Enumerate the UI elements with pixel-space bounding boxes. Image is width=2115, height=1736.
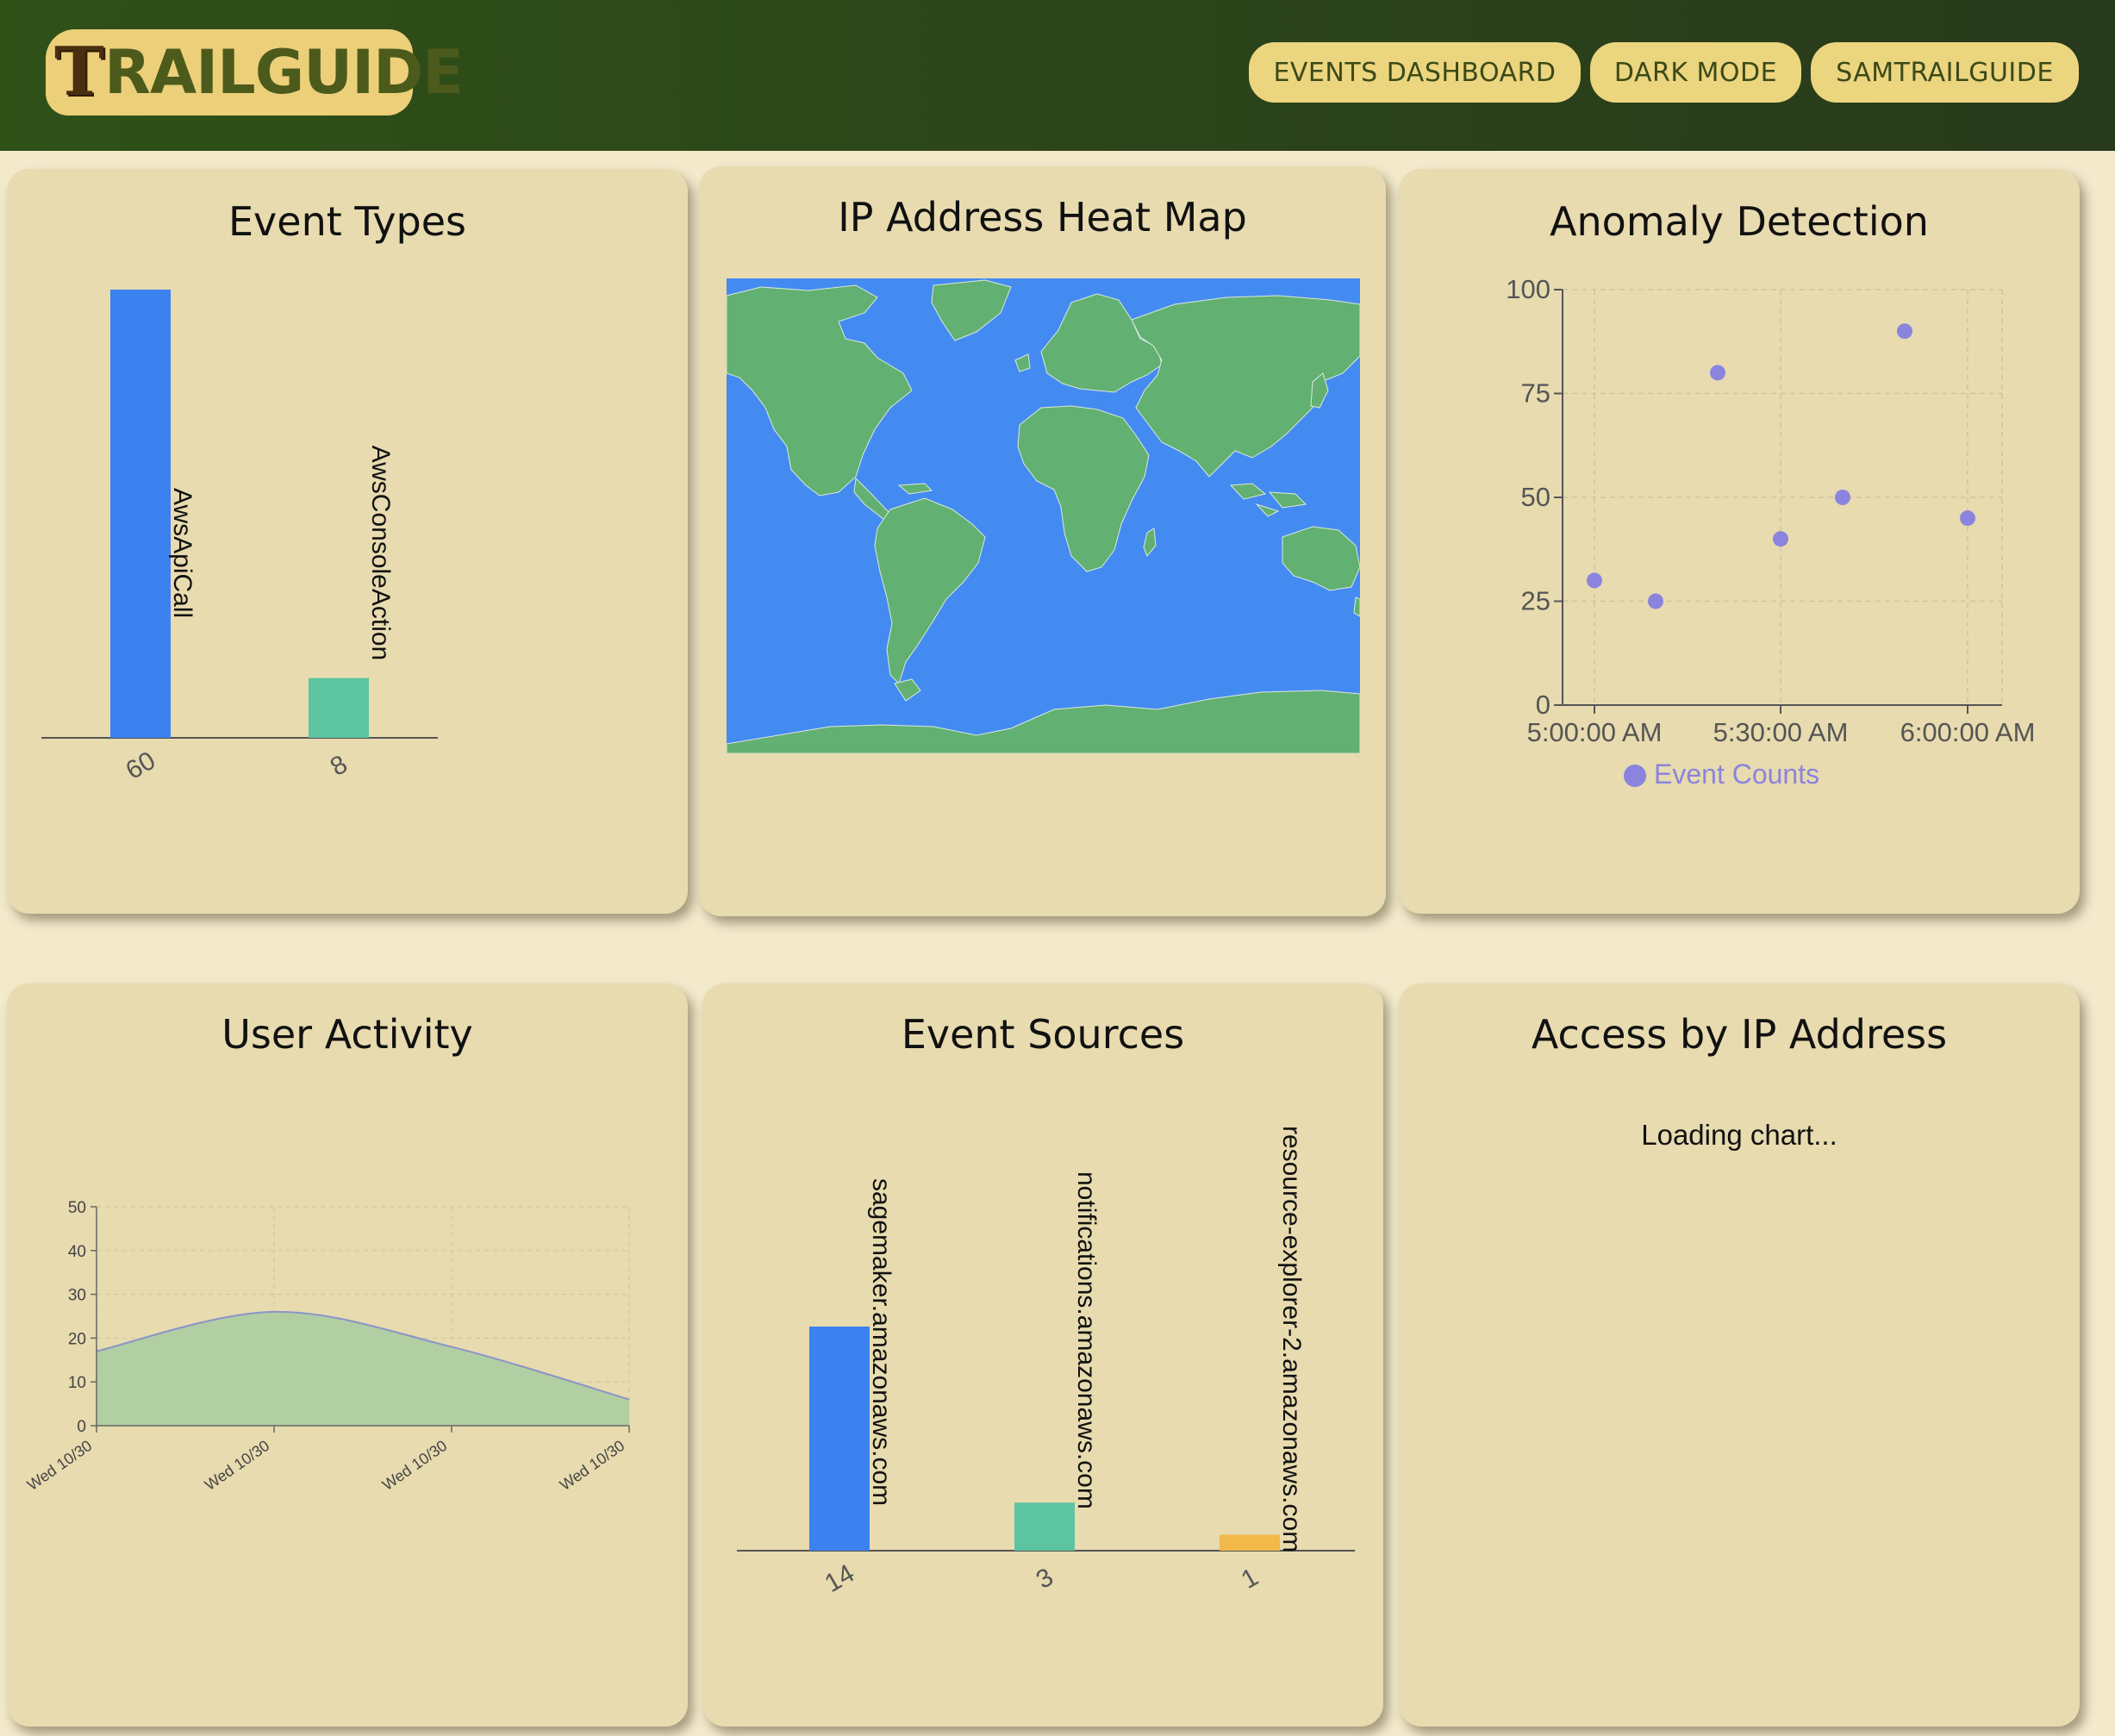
- data-point: [1710, 365, 1725, 381]
- japan: [1310, 372, 1329, 409]
- event-sources-chart: sagemaker.amazonaws.com 14 notifications.a…: [737, 1126, 1355, 1598]
- x-tick-label: 8: [326, 750, 352, 782]
- data-point: [1773, 531, 1788, 547]
- x-tick-label: Wed 10/30: [24, 1437, 96, 1494]
- logo-text: RAILGUIDE: [104, 37, 464, 108]
- user-activity-card: User Activity 0 10 20 30 40 50 Wed 10/30 Wed 10…: [7, 984, 688, 1727]
- greenland: [931, 279, 1012, 341]
- x-tick-label: Wed 10/30: [557, 1437, 628, 1494]
- card-title: User Activity: [221, 1011, 473, 1058]
- bar-label: notifications.amazonaws.com: [1072, 1171, 1101, 1509]
- events-dashboard-button[interactable]: EVENTS DASHBOARD: [1249, 42, 1581, 103]
- bar-awsapicall: [110, 290, 171, 738]
- y-tick-label: 30: [68, 1287, 86, 1305]
- australia: [1282, 526, 1360, 591]
- x-tick-label: 60: [122, 746, 160, 785]
- bar-1: [809, 1327, 870, 1551]
- map-landmasses: [727, 279, 1360, 753]
- y-tick-label: 40: [68, 1243, 86, 1261]
- world-map[interactable]: [727, 278, 1360, 753]
- new-zealand: [1353, 596, 1360, 617]
- ip-heat-map-card: IP Address Heat Map: [699, 166, 1386, 916]
- y-tick-label: 25: [1521, 586, 1550, 616]
- south-america: [874, 497, 986, 684]
- bar-label: sagemaker.amazonaws.com: [867, 1178, 895, 1506]
- data-point: [1648, 593, 1663, 609]
- x-tick-label: Wed 10/30: [379, 1437, 451, 1494]
- x-tick-label: 3: [1032, 1563, 1058, 1595]
- samtrailguide-button[interactable]: SAMTRAILGUIDE: [1811, 42, 2079, 103]
- loading-message: Loading chart...: [1641, 1119, 1837, 1151]
- y-tick-label: 50: [1521, 482, 1550, 512]
- anomaly-detection-card: Anomaly Detection 0 25 50 75 100 5:00:00 AM 5:…: [1399, 169, 2080, 914]
- card-title: Event Sources: [901, 1011, 1185, 1058]
- logo-letter-t: T: [54, 33, 105, 111]
- card-title: Event Types: [228, 198, 467, 245]
- x-tick-label: 6:00:00 AM: [1900, 717, 2036, 747]
- bar-label: resource-explorer-2.amazonaws.com: [1277, 1126, 1306, 1552]
- card-title: Access by IP Address: [1531, 1011, 1948, 1058]
- y-tick-label: 0: [1536, 690, 1550, 720]
- card-title: Anomaly Detection: [1550, 198, 1929, 245]
- x-tick-label: Wed 10/30: [202, 1437, 273, 1494]
- y-tick-label: 100: [1506, 274, 1550, 304]
- y-tick-label: 75: [1521, 378, 1550, 409]
- data-point: [1897, 323, 1912, 340]
- bar-3: [1220, 1534, 1280, 1551]
- y-tick-label: 10: [68, 1374, 86, 1392]
- user-activity-chart: 0 10 20 30 40 50 Wed 10/30 Wed 10/30 Wed 10/30 We…: [24, 1199, 630, 1494]
- north-america: [727, 284, 913, 496]
- bar-label: AwsConsoleAction: [366, 446, 395, 661]
- data-point: [1835, 490, 1850, 505]
- area-line: [96, 1310, 630, 1401]
- africa: [1017, 405, 1150, 572]
- x-tick-label: 1: [1237, 1563, 1263, 1595]
- access-by-ip-card: Access by IP Address Loading chart...: [1399, 984, 2080, 1727]
- antarctica: [727, 690, 1360, 753]
- madagascar: [1143, 528, 1157, 557]
- y-tick-label: 50: [68, 1199, 86, 1217]
- event-types-card: Event Types AwsApiCall 60 AwsConsoleAction…: [7, 169, 688, 914]
- anomaly-chart: 0 25 50 75 100 5:00:00 AM 5:30:00 AM 6:00:00 AM…: [1506, 274, 2036, 790]
- data-point: [1587, 572, 1602, 589]
- legend-label: Event Counts: [1654, 759, 1819, 790]
- dark-mode-button[interactable]: DARK MODE: [1590, 42, 1801, 103]
- bar-awsconsoleaction: [309, 678, 369, 738]
- bar-2: [1014, 1502, 1075, 1551]
- x-tick-label: 14: [820, 1559, 859, 1598]
- bar-label: AwsApiCall: [168, 488, 197, 618]
- asia: [1131, 295, 1360, 478]
- x-tick-label: 5:30:00 AM: [1713, 717, 1849, 747]
- y-tick-label: 0: [77, 1418, 86, 1436]
- x-tick-label: 5:00:00 AM: [1527, 717, 1663, 747]
- card-title: IP Address Heat Map: [838, 194, 1247, 240]
- event-types-chart: AwsApiCall 60 AwsConsoleAction 8: [41, 290, 438, 785]
- event-sources-card: Event Sources sagemaker.amazonaws.com 14 n…: [702, 984, 1383, 1727]
- top-nav-bar: T RAILGUIDE EVENTS DASHBOARD DARK MODE SA…: [0, 0, 2115, 151]
- area-fill: [97, 1311, 629, 1426]
- trailguide-logo[interactable]: T RAILGUIDE: [46, 29, 464, 116]
- data-point: [1960, 510, 1975, 527]
- legend-swatch: [1624, 765, 1646, 787]
- y-tick-label: 20: [68, 1330, 86, 1348]
